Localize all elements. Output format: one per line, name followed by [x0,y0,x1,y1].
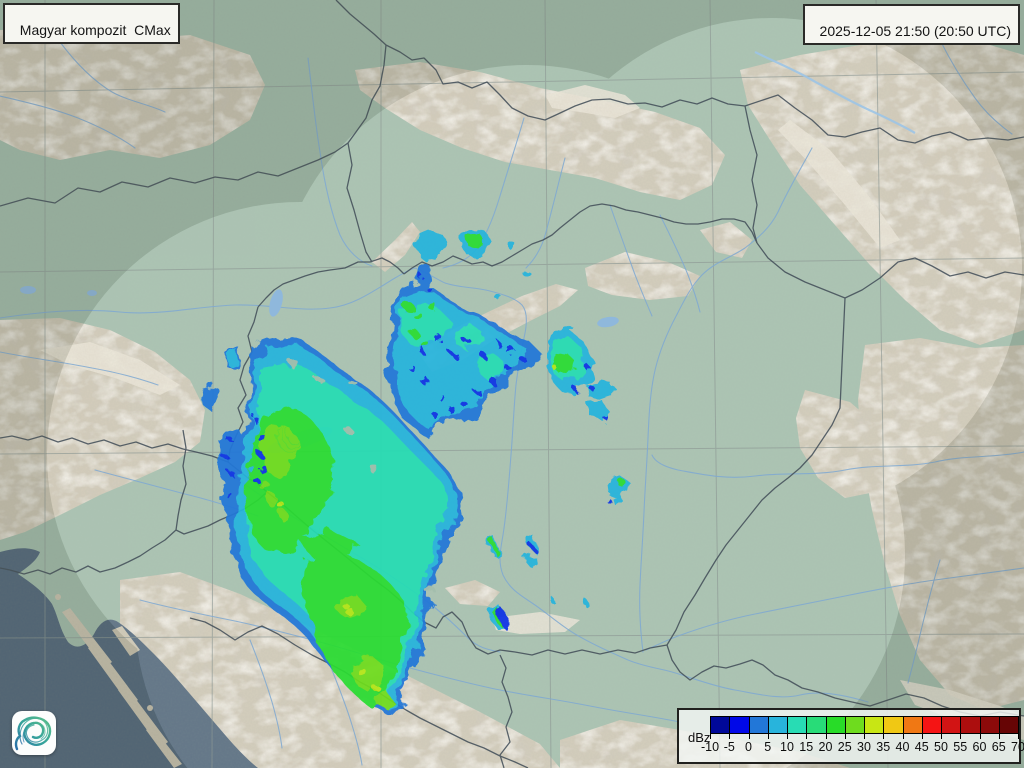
legend-tick-label: 40 [895,740,910,754]
legend-unit-label: dBz [688,730,711,745]
legend-tick-label: 20 [818,740,833,754]
legend-tick-mark [960,734,962,739]
river-tisza [639,147,813,653]
legend-tick-label: -10 [700,740,720,754]
legend-cell [710,716,731,734]
radar-site-rings [275,419,309,453]
legend-cell [999,716,1019,734]
legend-tick-label: 5 [764,740,772,754]
radar-echoes [200,226,630,714]
legend-cell [980,716,1000,734]
legend-tick-mark [787,734,788,739]
legend-tick-mark [748,734,750,739]
legend-cell [749,716,769,734]
legend-tick-mark [806,734,808,739]
legend-cell [942,716,962,734]
legend-tick-label: 30 [857,740,871,754]
echo-layer-dark-blue-speckle [223,273,613,630]
legend-tick-mark [1018,734,1019,739]
legend-tick-label: 70 [1011,740,1024,754]
product-title-box: Magyar kompozit CMax [3,3,180,44]
legend-tick-mark [902,734,904,739]
legend-tick-label: 65 [991,740,1006,754]
echo-holes [288,359,437,596]
legend-tick-label: -5 [723,740,735,754]
legend-cell [788,716,808,734]
legend-tick-label: 10 [780,740,794,754]
legend-cell [884,716,904,734]
dbz-legend: dBz -10 -5 0 5 10 15 20 25 30 35 40 45 50 55 60 65 70 [677,708,1024,764]
product-title: Magyar kompozit CMax [19,22,171,39]
legend-ticks: -10 -5 0 5 10 15 20 25 30 35 40 45 50 55 60 65 70 [701,734,1024,762]
legend-cell [865,716,885,734]
legend-tick-label: 15 [799,740,814,754]
legend-tick-mark [710,734,711,739]
legend-tick-label: 45 [914,740,929,754]
legend-tick-label: 55 [953,740,968,754]
legend-tick-label: 25 [837,740,852,754]
river-upper-tisza [754,51,916,134]
legend-tick-mark [921,734,923,739]
legend-tick-mark [979,734,981,739]
legend-tick-mark [767,734,769,739]
lake-tisza [597,316,619,328]
legend-cell [768,716,788,734]
timestamp-box: 2025-12-05 21:50 (20:50 UTC) [802,4,1020,45]
river-danube [0,267,869,703]
legend-tick-mark [825,734,827,739]
legend-tick-mark [864,734,865,739]
echo-layer-chartreuse [278,366,559,692]
legend-tick-label: 50 [934,740,948,754]
legend-tick-mark [883,734,885,739]
legend-cell [903,716,923,734]
legend-cell [845,716,865,734]
legend-tick-label: 35 [876,740,891,754]
legend-tick-mark [998,734,1000,739]
legend-cells [710,716,1019,734]
legend-tick-mark [844,734,846,739]
lake-neusiedl [269,289,283,317]
legend-tick-label: 60 [972,740,987,754]
legend-tick-mark [729,734,731,739]
echo-layer-bright-green [258,424,392,708]
legend-tick-mark [941,734,942,739]
legend-cell [730,716,750,734]
timestamp: 2025-12-05 21:50 (20:50 UTC) [819,23,1011,40]
hungaromet-logo [12,711,56,755]
legend-cell [807,716,827,734]
legend-cell [826,716,846,734]
spiral-logo-icon [14,716,52,751]
legend-tick-label: 0 [745,740,752,754]
legend-cell [922,716,942,734]
legend-cell [961,716,981,734]
